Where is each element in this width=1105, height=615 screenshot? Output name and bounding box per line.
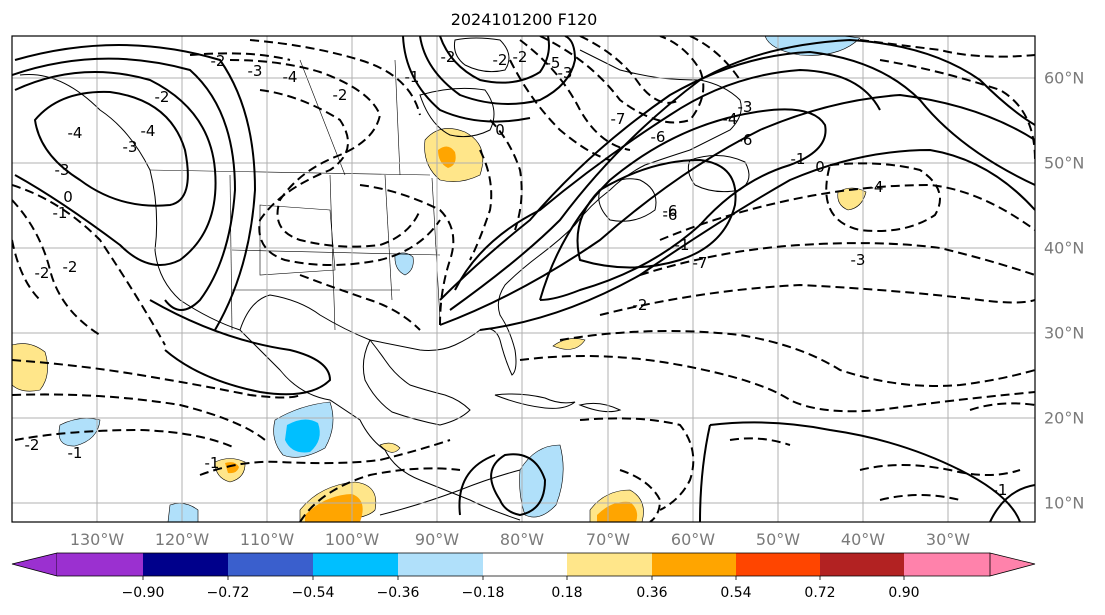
contour-label: -6 <box>651 128 666 146</box>
lat-label: 40°N <box>1044 238 1085 258</box>
colorbar-tick-label: −0.36 <box>376 585 420 601</box>
contour-label: -6 <box>663 206 678 224</box>
colorbar-segment <box>143 553 228 576</box>
colorbar-segment <box>313 553 398 576</box>
colorbar-tick-label: −0.54 <box>291 585 335 601</box>
contour-label: -7 <box>611 110 626 128</box>
shaded-anomalies <box>12 36 867 522</box>
lon-label: 40°W <box>840 530 886 549</box>
colorbar-segment <box>989 552 1036 577</box>
colorbar-tick-label: 0.36 <box>636 585 668 601</box>
contour-label: -3 <box>851 251 866 269</box>
contour-label: -3 <box>123 138 138 156</box>
contour-label: -2 <box>25 436 40 454</box>
colorbar-segment <box>736 553 820 576</box>
lon-label: 60°W <box>670 530 716 549</box>
contour-label: -3 <box>558 64 573 82</box>
colorbar-tick-label: 0.18 <box>551 585 583 601</box>
contour-label: -1 <box>993 481 1008 499</box>
contour-label: -3 <box>248 62 263 80</box>
lat-label: 30°N <box>1044 323 1085 343</box>
colorbar-segment <box>57 553 143 576</box>
solid-contours <box>12 36 1035 522</box>
lon-label: 110°W <box>239 530 295 549</box>
colorbar-segment <box>904 553 990 576</box>
contour-label: -1 <box>53 204 68 222</box>
lon-label: 70°W <box>585 530 631 549</box>
colorbar-tick-label: −0.90 <box>121 585 165 601</box>
contour-label: -4 <box>723 110 738 128</box>
lat-label: 20°N <box>1044 408 1085 428</box>
colorbar-tick-label: 0.72 <box>804 585 836 601</box>
colorbar <box>11 552 1036 580</box>
contour-label: -2 <box>513 48 528 66</box>
contour-label: -2 <box>211 52 226 70</box>
contour-label: -2 <box>333 86 348 104</box>
contour-label: -6 <box>738 131 753 149</box>
contour-label: -1 <box>405 68 420 86</box>
lat-label: 60°N <box>1044 68 1085 88</box>
colorbar-tick-label: −0.18 <box>461 585 505 601</box>
contour-label: -2 <box>493 51 508 69</box>
coastlines <box>19 37 750 521</box>
map-frame <box>11 35 1036 523</box>
contour-label: -3 <box>738 98 753 116</box>
colorbar-segment <box>228 553 313 576</box>
contour-label: -4 <box>141 122 156 140</box>
contour-label: 0 <box>815 158 825 176</box>
lon-label: 30°W <box>925 530 971 549</box>
lon-label: 120°W <box>154 530 210 549</box>
contour-label: -2 <box>441 48 456 66</box>
lon-label: 90°W <box>414 530 460 549</box>
colorbar-segment <box>820 553 904 576</box>
political-borders <box>149 59 441 331</box>
lat-label: 10°N <box>1044 493 1085 513</box>
colorbar-segment <box>11 552 58 577</box>
colorbar-tick-label: 0.90 <box>888 585 920 601</box>
contour-label: -3 <box>55 161 70 179</box>
lon-label: 80°W <box>499 530 545 549</box>
contour-label: -1 <box>791 150 806 168</box>
graticule <box>12 36 1035 522</box>
lon-label: 100°W <box>324 530 380 549</box>
contour-label: -1 <box>68 444 83 462</box>
contour-label: -1 <box>205 454 220 472</box>
colorbar-tick-label: 0.54 <box>720 585 752 601</box>
contour-label: 0 <box>495 121 505 139</box>
map-title: 2024101200 F120 <box>450 10 598 29</box>
contour-label: -4 <box>68 124 83 142</box>
contour-label: -6 <box>663 202 678 220</box>
lat-label: 50°N <box>1044 153 1085 173</box>
contour-label: -2 <box>155 88 170 106</box>
dashed-contours <box>12 36 1035 522</box>
lon-label: 130°W <box>69 530 125 549</box>
contour-label: -2 <box>633 296 648 314</box>
contour-label: 0 <box>63 188 73 206</box>
colorbar-tick-label: −0.72 <box>206 585 250 601</box>
contour-label: -4 <box>283 68 298 86</box>
colorbar-segment <box>483 553 567 576</box>
colorbar-segment <box>398 553 483 576</box>
contour-label: -2 <box>35 264 50 282</box>
contour-label: -1 <box>675 236 690 254</box>
contour-label-group: -2 -2 -3 -4 -4 0 -1 -2 -3 -2 -1 -2 -3 -7… <box>25 48 1008 499</box>
colorbar-segment <box>652 553 736 576</box>
contour-label: -2 <box>63 258 78 276</box>
colorbar-segment <box>567 553 652 576</box>
contour-label: -5 <box>546 54 561 72</box>
contour-label: -7 <box>693 254 708 272</box>
lon-label: 50°W <box>755 530 801 549</box>
contour-label: -4 <box>869 178 884 196</box>
